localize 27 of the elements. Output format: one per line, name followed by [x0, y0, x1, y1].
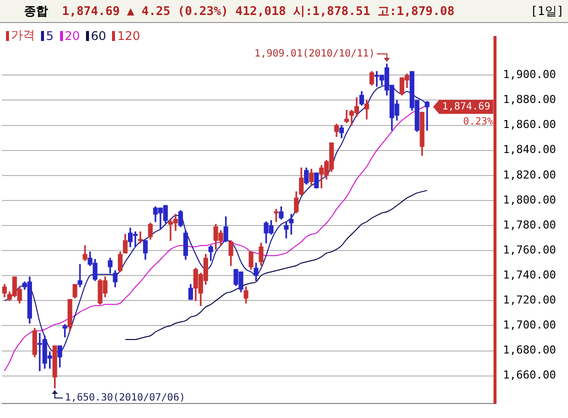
annotation: 1,909.01(2010/10/11): [254, 48, 375, 60]
legend-label: 5: [46, 28, 54, 42]
y-tick-label: 1,780.00: [503, 218, 556, 232]
legend-label: 60: [90, 28, 106, 42]
text: 1,874.69: [442, 101, 490, 112]
chart-subtitle: 1,874.69 ▲ 4.25 (0.23%) 412,018 시:1,878.51 고:1,879.08: [62, 2, 454, 20]
y-tick-label: 1,820.00: [503, 168, 556, 182]
y-tick-label: 1,900.00: [503, 68, 556, 82]
legend-label: 20: [64, 28, 80, 42]
text: 0.23%: [463, 116, 494, 128]
y-tick-label: 1,760.00: [503, 243, 556, 256]
y-tick-label: 1,660.00: [503, 368, 556, 382]
y-tick-label: 1,800.00: [503, 193, 556, 206]
legend-label: 가격: [11, 27, 35, 44]
y-tick-label: 1,860.00: [503, 118, 556, 132]
y-tick-label: 1,680.00: [503, 344, 556, 357]
y-tick-label: 1,740.00: [503, 268, 556, 282]
y-tick-label: 1,720.00: [503, 294, 556, 307]
y-tick-label: 1,880.00: [503, 93, 556, 106]
candlestick: [314, 172, 319, 188]
line-series: [124, 190, 428, 340]
chart-title: 종합: [24, 2, 48, 20]
annotation: 1,650.30(2010/07/06): [64, 392, 186, 404]
legend-label: 120: [117, 28, 140, 42]
y-tick-label: 1,700.00: [503, 318, 556, 332]
text: [1일]: [530, 2, 564, 20]
y-tick-label: 1,840.00: [503, 143, 556, 156]
